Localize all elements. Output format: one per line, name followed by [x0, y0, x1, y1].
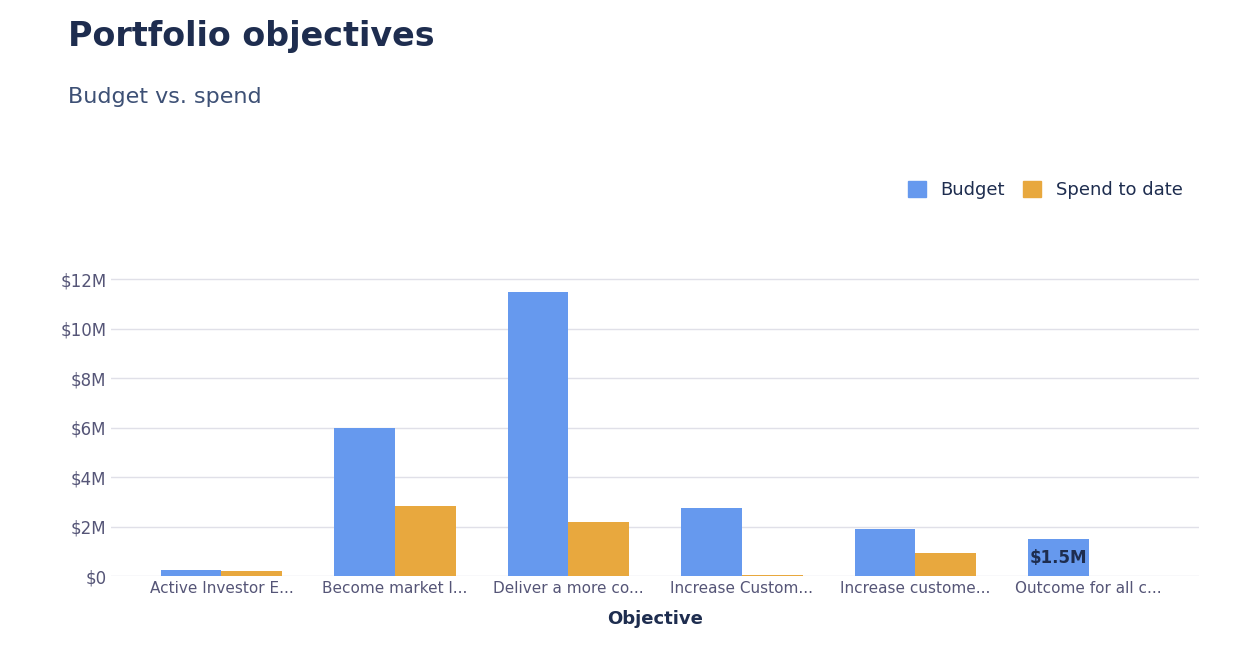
Text: Portfolio objectives: Portfolio objectives: [68, 20, 435, 53]
Bar: [394, 506, 456, 576]
Bar: [681, 508, 742, 576]
Text: $1.5M: $1.5M: [1030, 549, 1088, 567]
Text: Budget vs. spend: Budget vs. spend: [68, 87, 262, 107]
Bar: [161, 570, 221, 576]
Bar: [1028, 539, 1089, 576]
Bar: [854, 529, 916, 576]
Bar: [508, 291, 569, 576]
Bar: [916, 553, 976, 576]
X-axis label: Objective: Objective: [607, 610, 703, 628]
Bar: [569, 522, 629, 576]
Bar: [334, 427, 394, 576]
Bar: [221, 572, 282, 576]
Bar: [742, 575, 802, 576]
Legend: Budget, Spend to date: Budget, Spend to date: [901, 174, 1190, 206]
